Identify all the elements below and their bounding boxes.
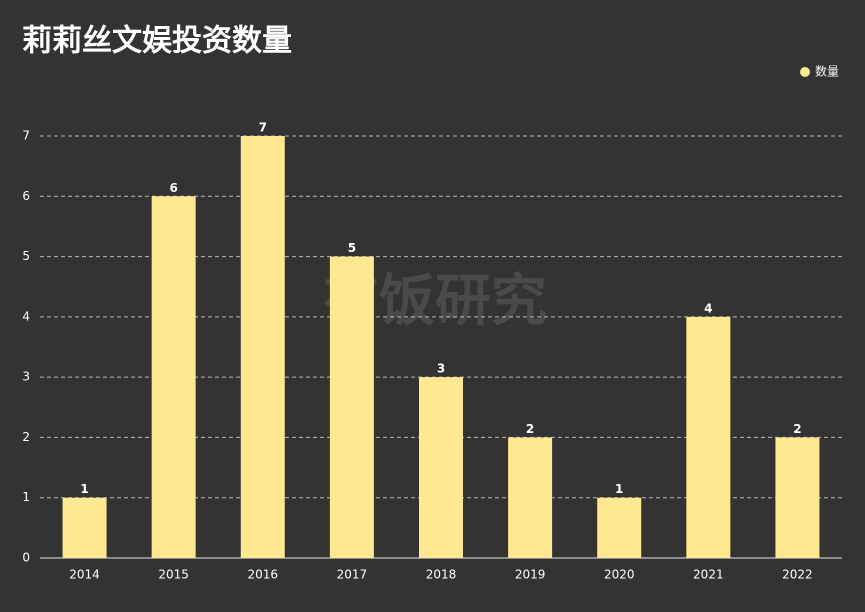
chart-title: 莉莉丝文娱投资数量 (22, 24, 292, 59)
x-tick-label: 2015 (158, 568, 189, 582)
x-tick-label: 2021 (693, 568, 724, 582)
legend-label: 数量 (815, 64, 839, 79)
x-tick-label: 2022 (782, 568, 813, 582)
bar (508, 437, 553, 558)
value-label: 2 (793, 422, 801, 436)
legend-marker (800, 67, 810, 77)
value-label: 3 (437, 362, 445, 376)
y-tick-label: 6 (22, 189, 30, 203)
y-tick-label: 5 (22, 249, 30, 263)
y-tick-label: 2 (22, 430, 30, 444)
y-tick-label: 4 (22, 309, 30, 323)
value-label: 6 (169, 181, 177, 195)
x-tick-label: 2014 (69, 568, 100, 582)
bar (329, 256, 374, 558)
bar (775, 437, 820, 558)
bar (240, 136, 285, 558)
y-tick-label: 1 (22, 490, 30, 504)
value-label: 1 (615, 482, 623, 496)
bar (62, 497, 107, 558)
x-tick-label: 2017 (337, 568, 368, 582)
bar (686, 316, 731, 558)
y-tick-label: 7 (22, 129, 30, 143)
value-label: 4 (704, 301, 712, 315)
y-tick-label: 3 (22, 370, 30, 384)
bar (151, 196, 196, 559)
y-tick-label: 0 (22, 551, 30, 565)
bar (597, 497, 642, 558)
x-tick-label: 2018 (426, 568, 457, 582)
x-tick-label: 2019 (515, 568, 546, 582)
value-label: 2 (526, 422, 534, 436)
value-label: 1 (80, 482, 88, 496)
value-label: 5 (348, 241, 356, 255)
x-tick-label: 2020 (604, 568, 635, 582)
x-tick-label: 2016 (248, 568, 279, 582)
bar (419, 377, 463, 558)
value-label: 7 (259, 121, 267, 135)
